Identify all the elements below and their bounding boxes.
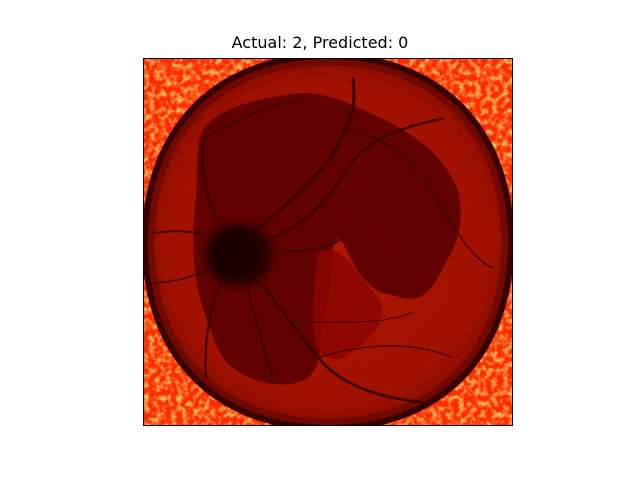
fundus-heatmap-image <box>144 59 512 425</box>
image-axes <box>143 58 513 426</box>
fundus-region <box>144 59 512 425</box>
plot-title: Actual: 2, Predicted: 0 <box>231 33 409 52</box>
dark-lesion-region <box>193 93 461 385</box>
